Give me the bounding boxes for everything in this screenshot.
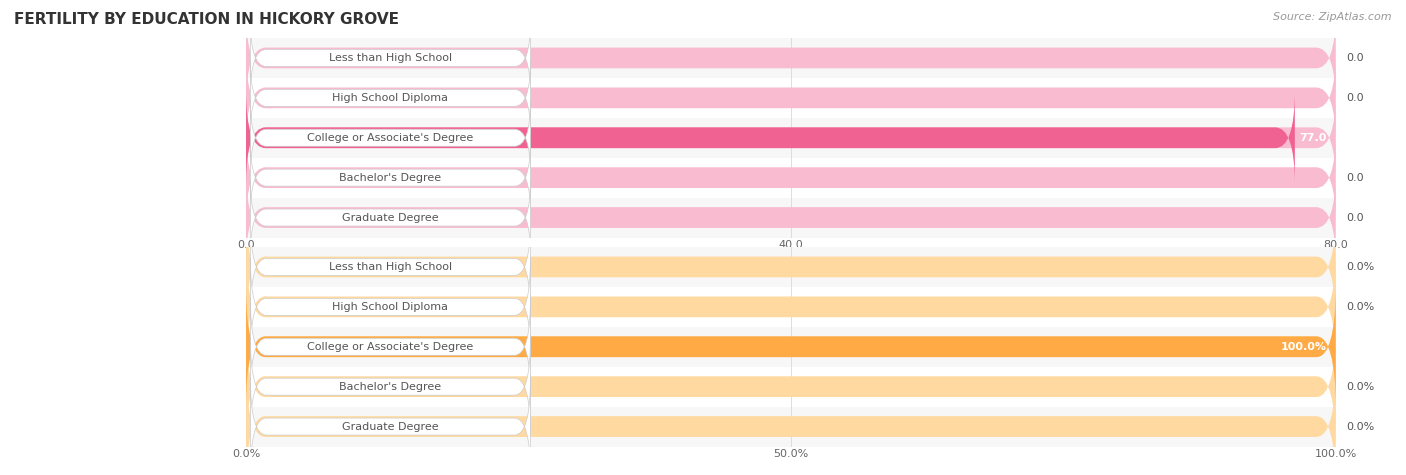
FancyBboxPatch shape xyxy=(246,206,1336,328)
Text: College or Associate's Degree: College or Associate's Degree xyxy=(308,342,474,352)
FancyBboxPatch shape xyxy=(250,218,530,316)
Bar xyxy=(0,158,1406,198)
Bar xyxy=(0,247,1406,287)
Text: 0.0%: 0.0% xyxy=(1347,421,1375,432)
Text: High School Diploma: High School Diploma xyxy=(332,93,449,103)
FancyBboxPatch shape xyxy=(250,100,530,175)
Bar xyxy=(0,198,1406,238)
Text: Source: ZipAtlas.com: Source: ZipAtlas.com xyxy=(1274,12,1392,22)
Text: 100.0%: 100.0% xyxy=(1281,342,1327,352)
FancyBboxPatch shape xyxy=(250,180,530,255)
FancyBboxPatch shape xyxy=(246,171,1336,265)
FancyBboxPatch shape xyxy=(246,91,1336,185)
Bar xyxy=(0,367,1406,407)
FancyBboxPatch shape xyxy=(246,91,1295,185)
FancyBboxPatch shape xyxy=(246,246,1336,368)
Text: Bachelor's Degree: Bachelor's Degree xyxy=(339,381,441,392)
FancyBboxPatch shape xyxy=(246,285,1336,408)
FancyBboxPatch shape xyxy=(250,298,530,396)
Text: 0.0%: 0.0% xyxy=(1347,381,1375,392)
FancyBboxPatch shape xyxy=(250,338,530,436)
FancyBboxPatch shape xyxy=(246,285,1336,408)
Text: 0.0: 0.0 xyxy=(1347,172,1364,183)
FancyBboxPatch shape xyxy=(246,131,1336,225)
FancyBboxPatch shape xyxy=(246,11,1336,105)
Text: 0.0: 0.0 xyxy=(1347,212,1364,223)
Text: High School Diploma: High School Diploma xyxy=(332,302,449,312)
FancyBboxPatch shape xyxy=(246,325,1336,448)
Text: FERTILITY BY EDUCATION IN HICKORY GROVE: FERTILITY BY EDUCATION IN HICKORY GROVE xyxy=(14,12,399,27)
FancyBboxPatch shape xyxy=(250,20,530,95)
Text: Graduate Degree: Graduate Degree xyxy=(342,421,439,432)
Bar xyxy=(0,407,1406,446)
Text: 0.0: 0.0 xyxy=(1347,93,1364,103)
Bar xyxy=(0,38,1406,78)
Text: 0.0%: 0.0% xyxy=(1347,302,1375,312)
Bar xyxy=(0,118,1406,158)
FancyBboxPatch shape xyxy=(250,378,530,475)
FancyBboxPatch shape xyxy=(250,258,530,356)
Text: Less than High School: Less than High School xyxy=(329,262,451,272)
Text: 0.0: 0.0 xyxy=(1347,53,1364,63)
Text: 77.0: 77.0 xyxy=(1299,133,1327,143)
Text: Less than High School: Less than High School xyxy=(329,53,451,63)
FancyBboxPatch shape xyxy=(246,365,1336,475)
Text: Bachelor's Degree: Bachelor's Degree xyxy=(339,172,441,183)
Bar xyxy=(0,287,1406,327)
Bar xyxy=(0,327,1406,367)
Text: College or Associate's Degree: College or Associate's Degree xyxy=(308,133,474,143)
Text: 0.0%: 0.0% xyxy=(1347,262,1375,272)
FancyBboxPatch shape xyxy=(250,60,530,135)
FancyBboxPatch shape xyxy=(250,140,530,215)
Bar xyxy=(0,78,1406,118)
Text: Graduate Degree: Graduate Degree xyxy=(342,212,439,223)
FancyBboxPatch shape xyxy=(246,51,1336,145)
